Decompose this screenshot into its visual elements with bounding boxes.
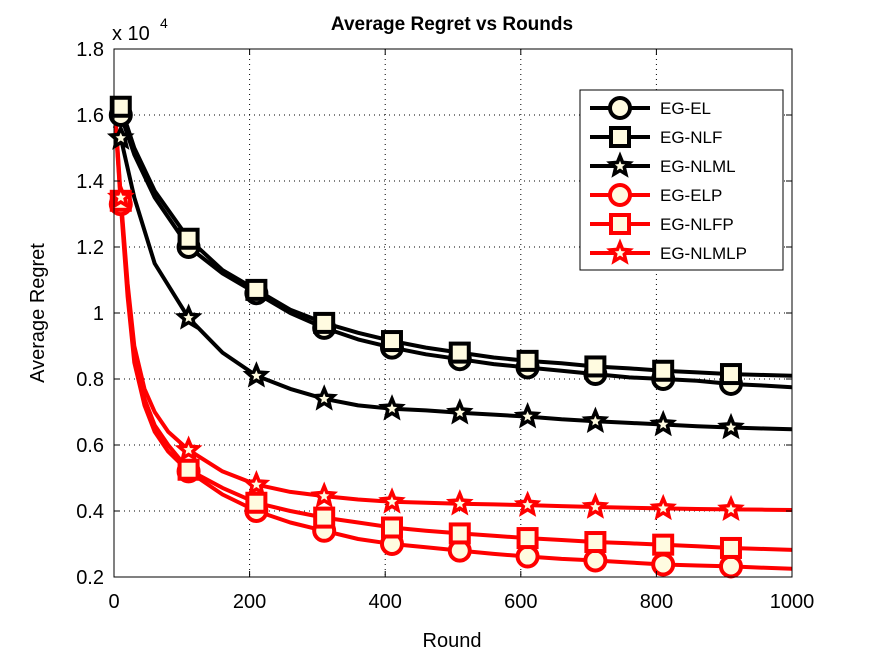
x-tick-label: 1000	[770, 591, 815, 613]
legend-box	[579, 89, 784, 271]
series-marker-eg-nlml	[446, 398, 474, 425]
legend-label-eg-elp: EG-ELP	[660, 186, 722, 205]
series-marker-eg-elp	[718, 554, 743, 579]
legend-marker-eg-nlml	[606, 151, 634, 178]
series-marker-eg-elp	[515, 544, 540, 569]
series-marker-eg-nlml	[310, 384, 339, 411]
series-marker-eg-nlmlp	[445, 489, 474, 516]
series-marker-eg-nlfp	[516, 527, 539, 550]
y-tick-label: 0.8	[76, 369, 104, 391]
series-marker-eg-nlmlp	[242, 470, 271, 497]
series-marker-eg-nlf	[448, 341, 471, 364]
y-tick-label: 0.4	[76, 501, 104, 523]
legend-label-eg-nlfp: EG-NLFP	[660, 215, 734, 234]
y-tick-label: 1	[93, 303, 104, 325]
x-axis-label: Round	[423, 630, 482, 652]
series-marker-eg-nlf	[584, 355, 607, 378]
y-axis-label: Average Regret	[27, 243, 49, 383]
series-marker-eg-nlf	[109, 95, 132, 118]
series-marker-eg-nlf	[380, 330, 403, 353]
axis-ticks: 0 200 400 600 800 1000 0.2 0.4 0.6 0.8 1 1.2 1.4 1.6 1…	[76, 39, 814, 613]
x-tick-label: 800	[640, 591, 673, 613]
y-multiplier-exponent: 4	[160, 15, 168, 31]
x-tick-label: 400	[369, 591, 402, 613]
y-tick-label: 1.6	[76, 105, 104, 127]
series-marker-eg-nlmlp	[378, 487, 406, 514]
legend-marker-eg-elp	[608, 183, 632, 207]
x-tick-label: 0	[108, 591, 119, 613]
legend-marker-eg-nlmlp	[606, 238, 634, 265]
series-marker-eg-nlf	[177, 227, 200, 250]
series-marker-eg-nlfp	[245, 491, 268, 514]
x-tick-label: 600	[504, 591, 537, 613]
legend-label-eg-nlf: EG-NLF	[660, 128, 722, 147]
y-multiplier-label: x 10	[112, 23, 150, 45]
series-marker-eg-nlmlp	[174, 435, 203, 462]
legend: EG-EL EG-NLF EG-NLML EG-ELP EG-NLFP EG-NLMLP	[579, 89, 784, 271]
series-marker-eg-nlf	[652, 359, 675, 382]
series-marker-eg-nlml	[378, 394, 406, 421]
series-marker-eg-nlf	[516, 349, 539, 372]
legend-marker-eg-nlf	[609, 126, 631, 148]
y-tick-label: 0.2	[76, 567, 104, 589]
x-tick-label: 200	[233, 591, 266, 613]
series-marker-eg-nlmlp	[581, 492, 610, 519]
series-marker-eg-nlfp	[584, 531, 607, 554]
series-marker-eg-nlml	[513, 402, 542, 429]
y-tick-label: 0.6	[76, 435, 104, 457]
series-line-eg-nlml	[113, 136, 793, 432]
y-tick-label: 1.2	[76, 237, 104, 259]
series-marker-eg-nlf	[313, 311, 336, 334]
series-line-eg-nlmlp	[112, 98, 793, 512]
y-tick-label: 1.4	[76, 171, 104, 193]
legend-marker-eg-el	[608, 96, 632, 120]
series-marker-eg-nlml	[581, 406, 610, 433]
series-marker-eg-nlml	[242, 361, 271, 388]
series-marker-eg-nlfp	[652, 533, 675, 556]
series-marker-eg-nlf	[719, 363, 742, 386]
series-marker-eg-nlfp	[177, 458, 200, 481]
series-marker-eg-nlml	[717, 412, 745, 440]
series-marker-eg-nlmlp	[310, 481, 339, 508]
series-marker-eg-nlml	[174, 303, 203, 330]
y-tick-label: 1.8	[76, 39, 104, 61]
series-marker-eg-elp	[583, 548, 608, 573]
series-marker-eg-nlml	[649, 409, 678, 437]
legend-label-eg-nlml: EG-NLML	[660, 157, 736, 176]
series-marker-eg-nlf	[245, 278, 268, 301]
series-line-eg-nlf	[112, 104, 793, 378]
series-marker-eg-nlmlp	[513, 490, 542, 517]
series-marker-eg-nlfp	[380, 516, 403, 539]
legend-label-eg-el: EG-EL	[660, 99, 711, 118]
series-marker-eg-nlmlp	[717, 494, 745, 522]
chart-title: Average Regret vs Rounds	[331, 14, 573, 35]
series-lines	[112, 98, 793, 571]
legend-marker-eg-nlfp	[609, 213, 631, 235]
series-marker-eg-nlfp	[719, 536, 742, 559]
series-marker-eg-nlmlp	[649, 493, 677, 521]
series-marker-eg-nlfp	[448, 522, 471, 545]
legend-label-eg-nlmlp: EG-NLMLP	[660, 244, 747, 263]
series-marker-eg-nlfp	[313, 506, 336, 529]
